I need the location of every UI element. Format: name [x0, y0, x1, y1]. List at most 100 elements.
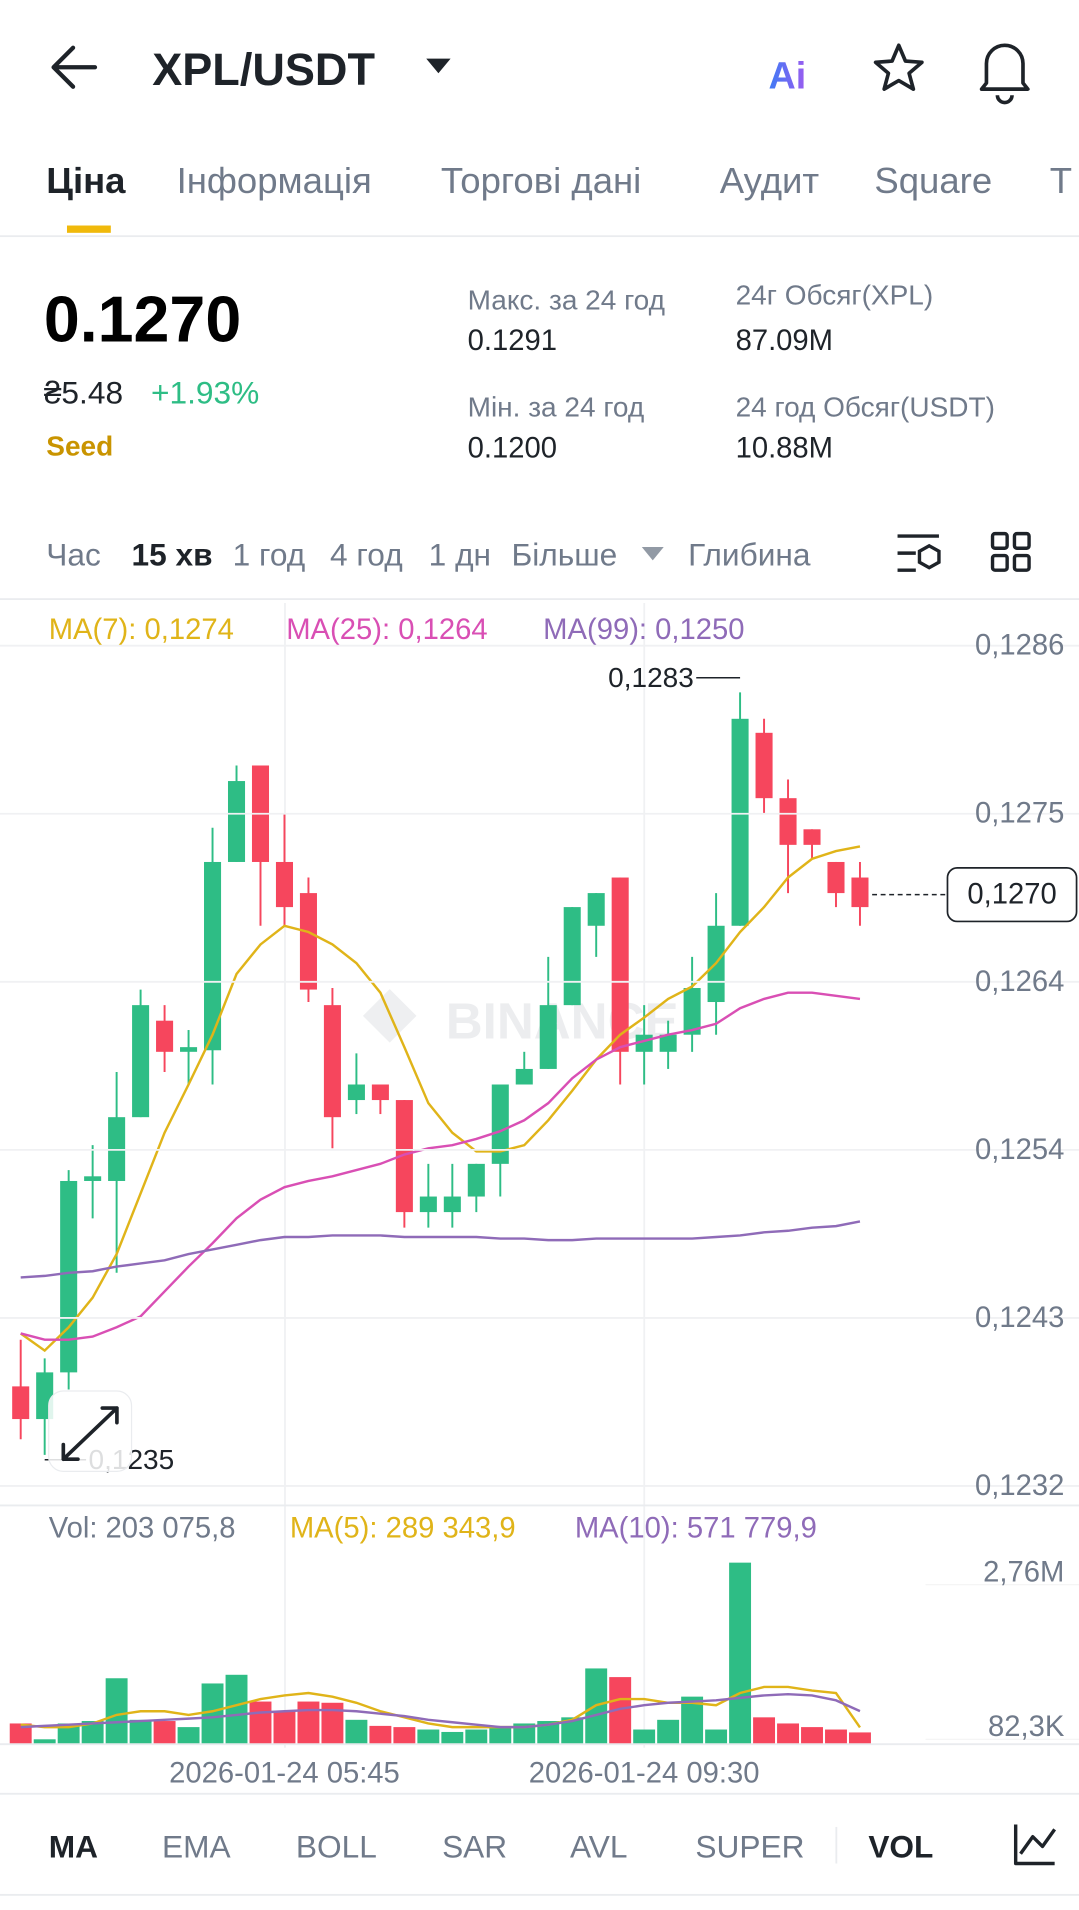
candle-body — [467, 1163, 485, 1197]
candle-body — [275, 861, 293, 908]
pair-dropdown[interactable] — [426, 58, 451, 74]
back-button[interactable] — [51, 45, 98, 89]
volume-tick-label: 2,76M — [983, 1556, 1064, 1588]
candle-body — [563, 907, 581, 1006]
candle-body — [731, 718, 749, 926]
volume-bar — [633, 1729, 656, 1745]
stat-label: 24 год Обсяг(USDT) — [736, 391, 995, 422]
last-price-box — [946, 867, 1078, 923]
volume-bar — [225, 1674, 248, 1745]
legend-entry: MA(5): 289 343,9 — [290, 1513, 516, 1545]
volume-bar — [57, 1723, 80, 1745]
x-tick-label: 2026-01-24 09:30 — [529, 1757, 760, 1789]
pair-title[interactable]: XPL/USDT — [152, 44, 375, 95]
indicator[interactable]: AVL — [570, 1828, 628, 1864]
stat-label: 24г Обсяг(XPL) — [736, 279, 934, 310]
volume-bar — [345, 1719, 368, 1745]
candle-body — [683, 988, 701, 1035]
price-change: +1.93% — [151, 374, 259, 410]
candle-body — [323, 1005, 341, 1118]
candle-body — [347, 1084, 365, 1101]
indicator[interactable]: EMA — [162, 1828, 231, 1864]
divider — [0, 1792, 1079, 1795]
candle-body — [204, 861, 222, 1051]
stat-value: 0.1200 — [468, 432, 557, 464]
depth-tab[interactable]: Глибина — [688, 536, 811, 572]
tab-indicator — [66, 225, 111, 233]
tab[interactable]: Інформація — [177, 160, 372, 201]
legend-entry: MA(10): 571 779,9 — [575, 1513, 817, 1545]
volume-bar — [657, 1719, 680, 1745]
seed-tag[interactable]: Seed — [46, 430, 113, 461]
notification-bell[interactable] — [979, 43, 1030, 105]
ma-line — [20, 991, 861, 1341]
fiat-price: ₴5.48 — [44, 374, 123, 410]
indicator-active[interactable]: MA — [49, 1828, 98, 1864]
tab[interactable]: Аудит — [720, 160, 820, 201]
candle-body — [659, 1034, 677, 1052]
tab[interactable]: Square — [874, 160, 992, 201]
more-caret — [641, 547, 664, 561]
interval-more[interactable]: Більше — [511, 536, 617, 572]
candle-body — [803, 829, 821, 845]
expand-button[interactable] — [48, 1390, 133, 1472]
volume-bar — [609, 1677, 632, 1745]
y-tick-label: 0,1275 — [975, 798, 1064, 830]
volume-bar — [297, 1701, 320, 1745]
stat-value: 0.1291 — [468, 325, 557, 357]
candle-body — [587, 893, 605, 926]
interval[interactable]: 1 год — [233, 536, 306, 572]
candle-body — [132, 1005, 150, 1118]
interval[interactable]: 1 дн — [429, 536, 491, 572]
tab[interactable]: Торгові дані — [441, 160, 641, 201]
interval-active[interactable]: 15 хв — [132, 536, 213, 572]
divider — [0, 235, 1079, 238]
volume-bar — [105, 1678, 128, 1745]
volume-bar — [441, 1731, 464, 1745]
chart: 0,12830,1235 — [9, 662, 871, 1745]
volume-bar — [513, 1723, 536, 1745]
volume-bar — [153, 1721, 176, 1745]
volume-bar — [825, 1729, 847, 1745]
layout-icon[interactable] — [990, 531, 1031, 572]
tab[interactable]: Т — [1050, 160, 1072, 201]
candle-body — [395, 1100, 413, 1213]
interval-label: Час — [46, 536, 101, 572]
volume-bar — [777, 1723, 799, 1745]
candle-body — [180, 1047, 198, 1052]
y-tick-label: 0,1232 — [975, 1470, 1064, 1502]
volume-bar — [201, 1683, 224, 1745]
candle-body — [827, 861, 845, 894]
candle-body — [156, 1020, 174, 1052]
volume-bar — [849, 1732, 871, 1745]
tab-active[interactable]: Ціна — [46, 160, 126, 201]
volume-bar — [465, 1729, 488, 1745]
ai-button[interactable]: Ai — [768, 55, 806, 97]
last-price: 0.1270 — [44, 283, 241, 355]
indicator[interactable]: SAR — [442, 1828, 507, 1864]
indicator[interactable]: SUPER — [695, 1828, 804, 1864]
volume-bar — [681, 1696, 704, 1745]
favorite-star[interactable] — [873, 43, 924, 91]
ma-line — [20, 1220, 861, 1279]
volume-legend: Vol: 203 075,8 — [49, 1513, 236, 1545]
volume-bar — [489, 1727, 512, 1745]
indicator[interactable]: BOLL — [296, 1828, 377, 1864]
indicator-settings-icon[interactable] — [1013, 1824, 1057, 1866]
legend-entry: MA(7): 0,1274 — [49, 614, 234, 646]
volume-bar — [369, 1725, 392, 1745]
volume-bar — [417, 1729, 440, 1745]
volume-bar — [753, 1717, 776, 1745]
interval[interactable]: 4 год — [330, 536, 403, 572]
indicator-active[interactable]: VOL — [868, 1828, 933, 1864]
candle-body — [491, 1084, 509, 1164]
divider — [0, 1893, 1079, 1896]
volume-bar — [129, 1719, 152, 1745]
volume-bar — [177, 1727, 200, 1745]
x-tick-label: 2026-01-24 05:45 — [169, 1757, 400, 1789]
chart-settings-icon[interactable] — [897, 534, 941, 572]
y-tick-label: 0,1286 — [975, 630, 1064, 662]
stat-label: Макс. за 24 год — [468, 284, 665, 315]
volume-bar — [9, 1723, 32, 1745]
